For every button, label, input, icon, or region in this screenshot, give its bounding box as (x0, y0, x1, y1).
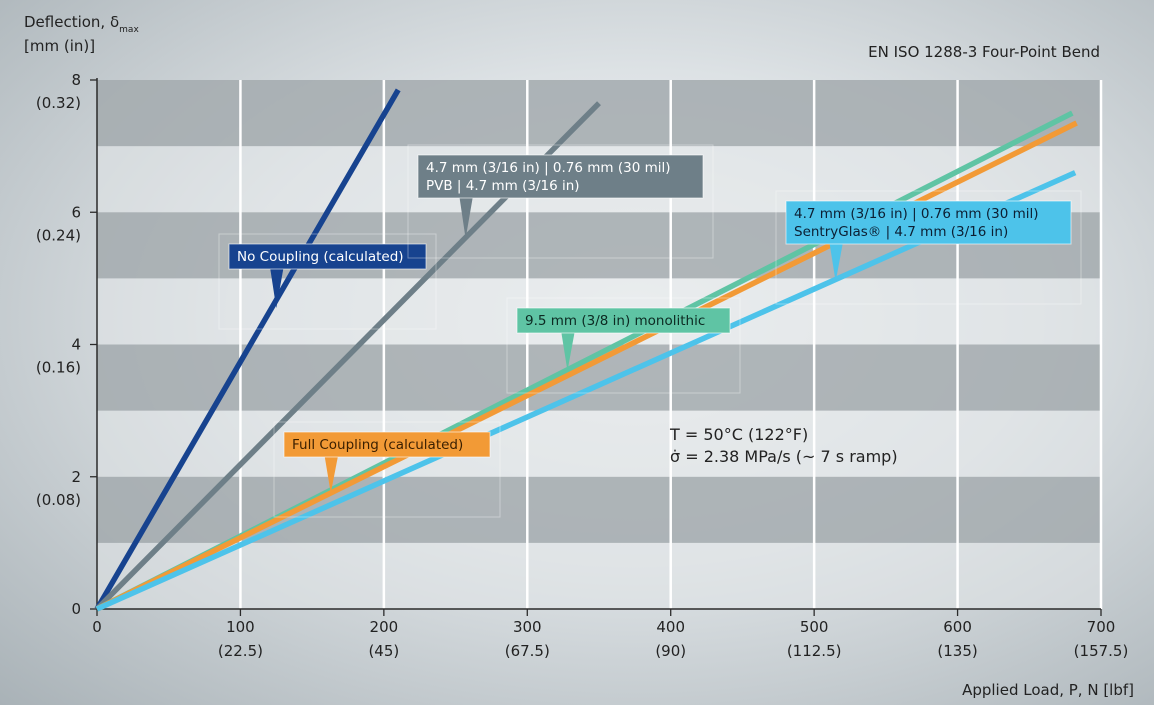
x-tick-sublabel-200: (45) (368, 642, 399, 660)
series-line-no-coupling (94, 88, 401, 611)
x-tick-sublabel-500: (112.5) (787, 642, 842, 660)
x-tick-sublabel-700: (157.5) (1074, 642, 1129, 660)
band-0 (97, 542, 1101, 609)
callout-text-line-1: 4.7 mm (3/16 in) | 0.76 mm (30 mil) (794, 206, 1039, 222)
callout-pointer (829, 244, 843, 282)
y-tick-label-2: 2 (71, 468, 81, 486)
x-tick-label-400: 400 (656, 618, 685, 636)
x-tick-label-600: 600 (943, 618, 972, 636)
y-tick-sublabel-8: (0.32) (36, 94, 81, 112)
y-tick-label-0: 0 (71, 600, 81, 618)
temperature-condition: T = 50°C (122°F) (669, 425, 808, 444)
x-tick-sublabel-300: (67.5) (505, 642, 550, 660)
x-tick-sublabel-400: (90) (655, 642, 686, 660)
callout-pvb: 4.7 mm (3/16 in) | 0.76 mm (30 mil) PVB |… (407, 144, 714, 259)
callout-pointer (324, 457, 338, 494)
y-axis-title: Deflection, δmax (24, 13, 139, 35)
y-tick-label-4: 4 (71, 336, 81, 354)
y-tick-sublabel-4: (0.16) (36, 359, 81, 377)
callout-sentryglas: 4.7 mm (3/16 in) | 0.76 mm (30 mil) Sentr… (775, 190, 1082, 305)
x-tick-label-700: 700 (1087, 618, 1116, 636)
callout-frame (775, 190, 1082, 305)
stress-rate-condition: σ̇ = 2.38 MPa/s (~ 7 s ramp) (670, 447, 898, 466)
callout-no-coupling: No Coupling (calculated) (218, 233, 437, 330)
band-7 (97, 80, 1101, 147)
x-tick-sublabel-100: (22.5) (218, 642, 263, 660)
y-axis-title-subscript: max (119, 25, 139, 35)
callout-frame (218, 233, 437, 330)
callout-frame (407, 144, 714, 259)
axes (96, 78, 1101, 610)
x-tick-label-100: 100 (226, 618, 255, 636)
band-2 (97, 410, 1101, 477)
callout-frame (506, 297, 741, 394)
series-callouts: No Coupling (calculated)4.7 mm (3/16 in)… (218, 144, 1082, 518)
callout-text-line-1: 9.5 mm (3/8 in) monolithic (525, 313, 705, 329)
callout-text-line-1: No Coupling (calculated) (237, 249, 404, 265)
y-tick-sublabel-2: (0.08) (36, 491, 81, 509)
y-axis-units: [mm (in)] (24, 37, 95, 55)
callout-box (417, 154, 704, 199)
x-tick-label-200: 200 (370, 618, 399, 636)
callout-pointer (270, 269, 284, 309)
tick-labels: 0 100 (22.5) 200 (45) 300 (67.5) 400 (90) 500 (112… (36, 71, 1128, 660)
x-tick-label-500: 500 (800, 618, 829, 636)
callout-box (785, 200, 1072, 245)
callout-frame (273, 421, 501, 518)
series-line-sentryglas (95, 170, 1077, 612)
callout-box (283, 431, 491, 458)
y-tick-sublabel-6: (0.24) (36, 226, 81, 244)
callout-text-line-2: PVB | 4.7 mm (3/16 in) (426, 178, 580, 194)
callout-text-line-1: 4.7 mm (3/16 in) | 0.76 mm (30 mil) (426, 160, 671, 176)
callout-box (228, 243, 427, 270)
test-standard-label: EN ISO 1288-3 Four-Point Bend (868, 43, 1100, 61)
x-axis-title: Applied Load, P, N [lbf] (962, 681, 1134, 699)
y-axis-title-main: Deflection, δ (24, 13, 119, 31)
callout-pointer (561, 333, 575, 371)
y-tick-label-8: 8 (71, 71, 81, 89)
callout-box (516, 307, 731, 334)
x-tick-label-0: 0 (92, 618, 102, 636)
callout-text-line-2: SentryGlas® | 4.7 mm (3/16 in) (794, 224, 1008, 240)
x-tick-label-300: 300 (513, 618, 542, 636)
callout-pointer (459, 198, 473, 239)
callout-full-coupling: Full Coupling (calculated) (273, 421, 501, 518)
callout-text-line-1: Full Coupling (calculated) (292, 437, 463, 453)
y-tick-label-6: 6 (71, 203, 81, 221)
x-tick-sublabel-600: (135) (937, 642, 977, 660)
callout-monolithic: 9.5 mm (3/8 in) monolithic (506, 297, 741, 394)
